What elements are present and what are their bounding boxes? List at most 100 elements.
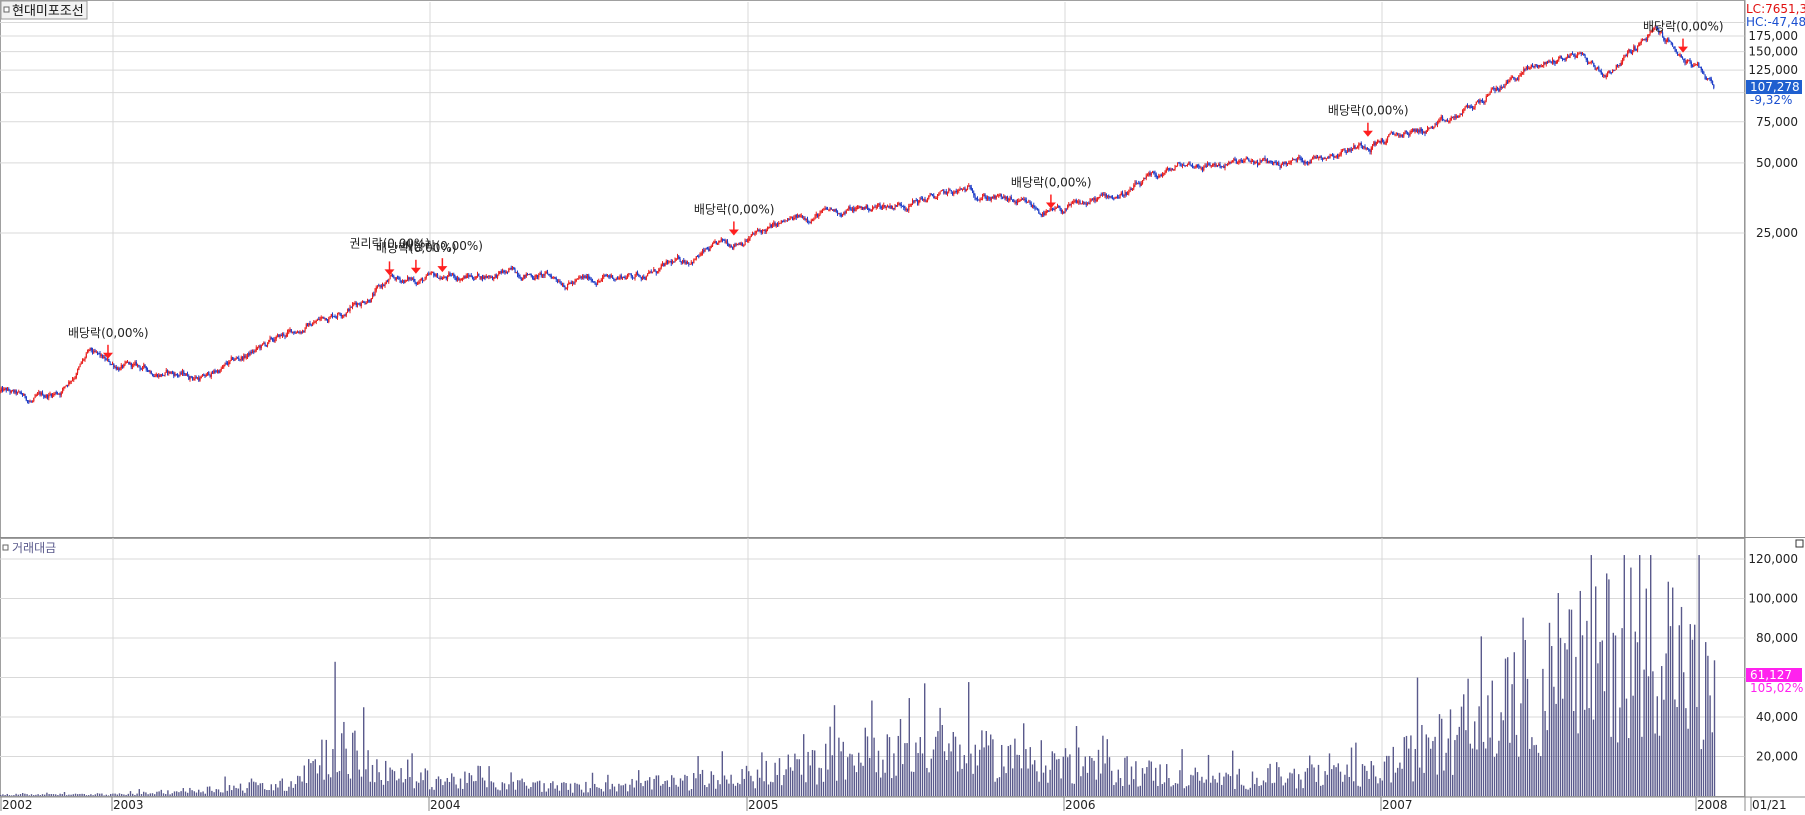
volume-bar <box>818 767 820 796</box>
candle-body <box>1118 197 1120 199</box>
candle-body <box>302 330 304 333</box>
volume-bar <box>796 759 798 796</box>
candle-body <box>1167 168 1169 170</box>
candle-body <box>1704 74 1706 78</box>
event-label: 배당락(0,00%) <box>68 326 149 340</box>
candle-body <box>1252 160 1254 162</box>
candle-body <box>700 253 702 255</box>
candle-body <box>494 274 496 278</box>
volume-bar <box>1507 657 1509 796</box>
price-panel-frame <box>0 0 1745 538</box>
title-box[interactable]: 현대미포조선 <box>0 0 88 20</box>
candle-body <box>103 356 105 359</box>
candle-body <box>862 206 864 209</box>
volume-bar <box>382 784 385 796</box>
volume-bar <box>1509 742 1511 796</box>
volume-bar <box>59 793 61 796</box>
candle-body <box>1398 135 1400 137</box>
candle-body <box>54 392 56 395</box>
volume-bar <box>341 733 343 796</box>
candle-body <box>477 273 479 277</box>
volume-title-group[interactable]: 거래대금 <box>2 541 56 555</box>
volume-bar <box>2 794 4 796</box>
candle-body <box>1439 118 1441 121</box>
volume-bar <box>701 769 704 796</box>
volume-bar <box>1181 749 1183 796</box>
candle-body <box>780 220 782 223</box>
candle-body <box>1480 100 1482 102</box>
candle-body <box>99 353 101 356</box>
volume-bar <box>446 777 448 796</box>
candle-body <box>584 276 586 278</box>
candle-body <box>1392 132 1394 134</box>
volume-bar <box>589 788 591 796</box>
candle-body <box>262 343 264 346</box>
volume-bar <box>228 785 231 796</box>
volume-bar <box>1267 768 1269 796</box>
volume-bar <box>1139 785 1141 796</box>
volume-bar <box>22 792 24 796</box>
volume-bar <box>301 781 303 796</box>
candle-body <box>827 208 829 210</box>
volume-bar <box>891 778 893 796</box>
volume-bar <box>673 777 675 796</box>
candle-body <box>813 219 815 221</box>
candle-body <box>233 359 235 361</box>
candle-body <box>1657 28 1659 30</box>
volume-bar <box>275 784 277 796</box>
candle-body <box>1153 172 1155 174</box>
volume-bar <box>990 734 992 796</box>
volume-bar <box>1498 740 1500 796</box>
volume-bar <box>74 793 77 796</box>
candle-body <box>1555 61 1557 64</box>
panel-corner-button[interactable] <box>1795 539 1804 548</box>
candle-body <box>1140 183 1142 186</box>
candle-body <box>703 250 705 252</box>
candle-body <box>560 283 562 286</box>
volume-bar <box>884 772 886 796</box>
candle-body <box>1267 159 1269 164</box>
volume-bar <box>4 795 6 796</box>
volume-bar <box>943 751 946 796</box>
volume-bar <box>1608 579 1610 796</box>
candle-body <box>122 365 124 368</box>
candle-body <box>392 275 394 277</box>
candle-body <box>1685 61 1687 64</box>
candle-body <box>303 330 305 332</box>
candle-body <box>192 377 194 379</box>
volume-bar <box>400 768 402 796</box>
volume-bar <box>1298 774 1300 796</box>
volume-bar <box>464 771 466 796</box>
volume-bar <box>290 781 292 796</box>
candle-body <box>1139 183 1141 186</box>
candle-body <box>850 209 852 211</box>
candle-body <box>979 199 981 201</box>
volume-bar <box>1687 728 1689 796</box>
volume-bar <box>816 784 818 796</box>
candle-body <box>1700 66 1702 71</box>
volume-bar <box>1603 691 1606 796</box>
candle-body <box>543 274 545 276</box>
volume-bar <box>1326 774 1328 796</box>
candle-body <box>752 233 754 235</box>
candle-body <box>1279 165 1281 168</box>
candle-body <box>1693 65 1695 67</box>
volume-bar <box>1282 785 1284 796</box>
candle-body <box>1062 211 1064 213</box>
candle-body <box>1307 162 1309 164</box>
volume-bar <box>512 781 514 796</box>
candle-body <box>649 271 651 273</box>
candle-body <box>173 372 175 376</box>
candle-body <box>345 312 347 316</box>
volume-bar <box>776 774 778 796</box>
candle-body <box>359 304 361 307</box>
volume-bar <box>1663 699 1665 796</box>
candle-body <box>425 275 427 278</box>
volume-bar <box>1058 758 1060 796</box>
volume-bar <box>17 794 19 796</box>
candle-body <box>533 278 535 280</box>
candle-body <box>1630 51 1632 54</box>
volume-bar <box>1573 711 1575 796</box>
volume-bar <box>292 787 294 796</box>
